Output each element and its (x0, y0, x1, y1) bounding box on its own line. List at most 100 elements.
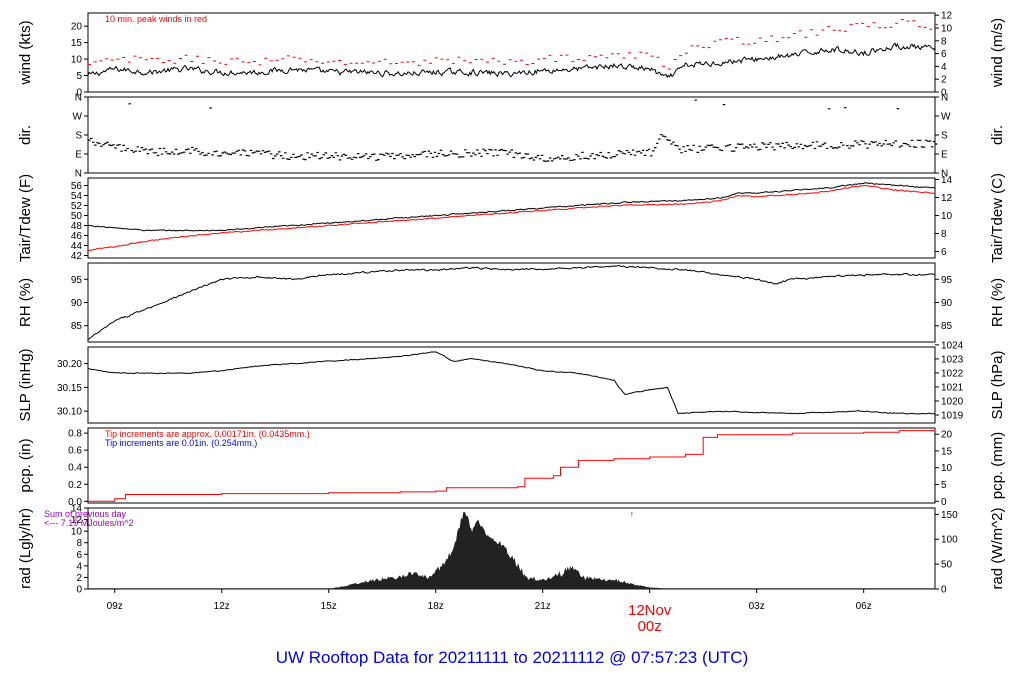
time-tick-label: 09z (107, 601, 123, 612)
temp-ylabel-right: Tair/Tdew (C) (989, 173, 1006, 263)
wind-left-tick-label: 15 (71, 38, 83, 49)
wind-right-tick-label: 2 (941, 75, 947, 86)
time-tick-label: 06z (856, 601, 872, 612)
dir-panel-frame (87, 96, 936, 174)
slp-left-tick-label: 30.10 (57, 407, 82, 418)
chart-title: UW Rooftop Data for 20211111 to 20211112… (0, 648, 1024, 668)
wind-right-tick-label: 6 (941, 49, 947, 60)
wind-series-wind-speed (87, 42, 936, 79)
pcp-right-tick-label: 10 (941, 463, 953, 474)
slp-left-tick-label: 30.15 (57, 383, 82, 394)
time-tick-label: 03z (749, 601, 765, 612)
pcp-left-tick-label: 0.2 (68, 480, 82, 491)
temp-left-tick-label: 44 (71, 241, 83, 252)
slp-right-tick-label: 1023 (941, 354, 964, 365)
wind-right-tick-label: 4 (941, 62, 947, 73)
pcp-right-tick-label: 15 (941, 446, 953, 457)
temp-right-tick-label: 6 (941, 247, 947, 258)
temp-right-tick-label: 10 (941, 211, 953, 222)
slp-right-tick-label: 1022 (941, 368, 964, 379)
rh-left-tick-label: 85 (71, 321, 83, 332)
pcp-annotation: Tip increments are approx. 0.00171in. (0… (105, 429, 310, 439)
wind-ylabel-left: wind (kts) (17, 20, 34, 85)
rad-left-tick-label: 0 (76, 585, 82, 596)
title-timestamp: @ 07:57:23 (609, 648, 698, 667)
pcp-left-tick-label: 0.8 (68, 429, 82, 440)
wind-series-10-min-peak-winds (88, 19, 938, 70)
temp-panel-frame (87, 177, 936, 259)
date-marker-time: 00z (638, 618, 662, 635)
dir-left-tick-label: N (75, 93, 82, 104)
rad-right-tick-label: 0 (941, 585, 947, 596)
slp-left-tick-label: 30.20 (57, 359, 82, 370)
temp-right-tick-label: 14 (941, 175, 953, 186)
rad-series-solar-radiation (87, 512, 936, 590)
rad-sunrise-marker: ↑ (630, 509, 635, 519)
rh-left-tick-label: 95 (71, 275, 83, 286)
rh-left-tick-label: 90 (71, 298, 83, 309)
title-timezone: (UTC) (701, 648, 749, 667)
wind-ylabel-right: wind (m/s) (989, 18, 1006, 88)
time-tick-label: 18z (428, 601, 444, 612)
dir-ylabel-left: dir. (17, 125, 34, 145)
rad-annotation: Sum of previous day (44, 509, 127, 519)
rh-panel-frame (87, 262, 936, 343)
pcp-series-accumulated-precipitation (88, 429, 936, 502)
slp-right-tick-label: 1020 (941, 397, 964, 408)
rh-right-tick-label: 95 (941, 275, 953, 286)
wind-left-tick-label: 20 (71, 22, 83, 33)
slp-ylabel-right: SLP (hPa) (989, 351, 1006, 420)
dir-left-tick-label: W (73, 112, 83, 123)
pcp-right-tick-label: 20 (941, 430, 953, 441)
rad-left-tick-label: 10 (71, 527, 83, 538)
temp-left-tick-label: 42 (71, 251, 83, 262)
temp-series-tair (87, 182, 936, 232)
dir-left-tick-label: S (75, 131, 82, 142)
slp-right-tick-label: 1021 (941, 382, 964, 393)
slp-right-tick-label: 1024 (941, 340, 964, 351)
temp-left-tick-label: 52 (71, 201, 83, 212)
rad-ylabel-left: rad (Lgly/hr) (17, 508, 34, 589)
title-prefix: UW Rooftop Data for (275, 648, 434, 667)
rad-left-tick-label: 12 (71, 515, 83, 526)
pcp-left-tick-label: 0.6 (68, 446, 82, 457)
rad-ylabel-right: rad (W/m^2) (989, 507, 1006, 589)
temp-ylabel-left: Tair/Tdew (F) (17, 174, 34, 262)
rad-annotation: <--- 7.19 MJoules/m^2 (44, 518, 134, 528)
slp-panel-frame (87, 346, 936, 424)
dir-left-tick-label: E (75, 150, 82, 161)
wind-right-tick-label: 8 (941, 36, 947, 47)
pcp-ylabel-left: pcp. (in) (17, 438, 34, 492)
temp-series-tdew (88, 184, 936, 251)
slp-right-tick-label: 1019 (941, 411, 964, 422)
rad-left-tick-label: 6 (76, 550, 82, 561)
rad-left-tick-label: 8 (76, 538, 82, 549)
wind-left-tick-label: 5 (76, 71, 82, 82)
pcp-left-tick-label: 0.0 (68, 497, 82, 508)
slp-series-sea-level-pressure (87, 351, 936, 415)
rh-right-tick-label: 90 (941, 298, 953, 309)
rh-ylabel-right: RH (%) (989, 278, 1006, 327)
wind-right-tick-label: 0 (941, 88, 947, 99)
time-tick-label: 21z (535, 601, 551, 612)
dir-series-wind-direction (88, 99, 938, 162)
rad-left-tick-label: 2 (76, 573, 82, 584)
slp-ylabel-left: SLP (inHg) (17, 348, 34, 421)
rad-left-tick-label: 14 (71, 504, 83, 515)
dir-right-tick-label: N (941, 93, 948, 104)
time-tick-label: 12z (214, 601, 230, 612)
pcp-ylabel-right: pcp. (mm) (989, 432, 1006, 500)
dir-right-tick-label: S (941, 131, 948, 142)
temp-left-tick-label: 54 (71, 191, 83, 202)
temp-left-tick-label: 46 (71, 231, 83, 242)
rad-left-tick-label: 4 (76, 561, 82, 572)
rh-ylabel-left: RH (%) (17, 278, 34, 327)
pcp-left-tick-label: 0.4 (68, 463, 82, 474)
temp-right-tick-label: 8 (941, 229, 947, 240)
title-to-word: to (513, 648, 528, 667)
rad-right-tick-label: 100 (941, 535, 958, 546)
wind-panel-frame (87, 12, 936, 93)
rh-right-tick-label: 85 (941, 321, 953, 332)
date-marker-label: 12Nov (628, 602, 672, 619)
